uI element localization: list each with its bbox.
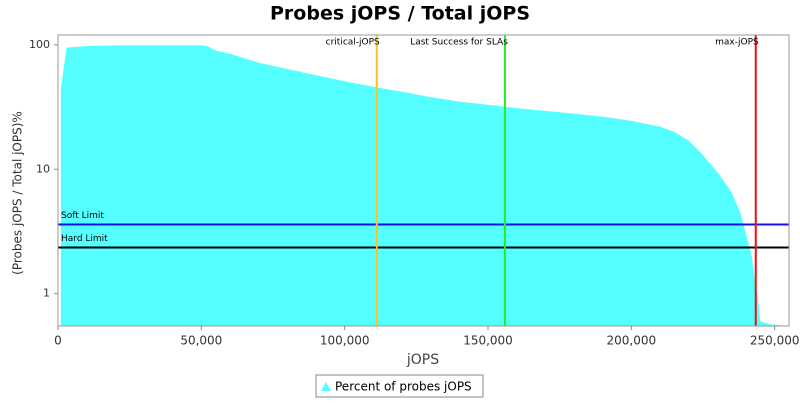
x-tick-label: 100,000 — [320, 334, 370, 348]
plot-border — [57, 34, 790, 327]
marker-label: Last Success for SLAs — [410, 38, 508, 48]
y-tick-label: 1 — [43, 287, 50, 300]
legend-box — [315, 374, 484, 398]
y-axis-label: (Probes jOPS / Total jOPS)% — [11, 111, 25, 275]
legend-label: Percent of probes jOPS — [335, 380, 472, 394]
legend-marker — [321, 382, 331, 391]
x-axis-label: jOPS — [406, 352, 439, 368]
x-tick-label: 250,000 — [750, 334, 800, 348]
x-tick-label: 50,000 — [180, 334, 222, 348]
x-tick-label: 200,000 — [607, 334, 657, 348]
area — [60, 45, 790, 326]
marker-label: critical-jOPS — [326, 38, 380, 48]
threshold-label: Soft Limit — [61, 211, 104, 221]
y-tick-label: 100 — [29, 38, 50, 51]
x-tick-label: 150,000 — [463, 334, 513, 348]
x-tick-label: 0 — [54, 334, 62, 348]
y-tick-label: 10 — [36, 162, 50, 175]
chart-title: Probes jOPS / Total jOPS — [270, 3, 530, 25]
threshold-label: Hard Limit — [61, 234, 108, 244]
marker-label: max-jOPS — [715, 38, 759, 48]
